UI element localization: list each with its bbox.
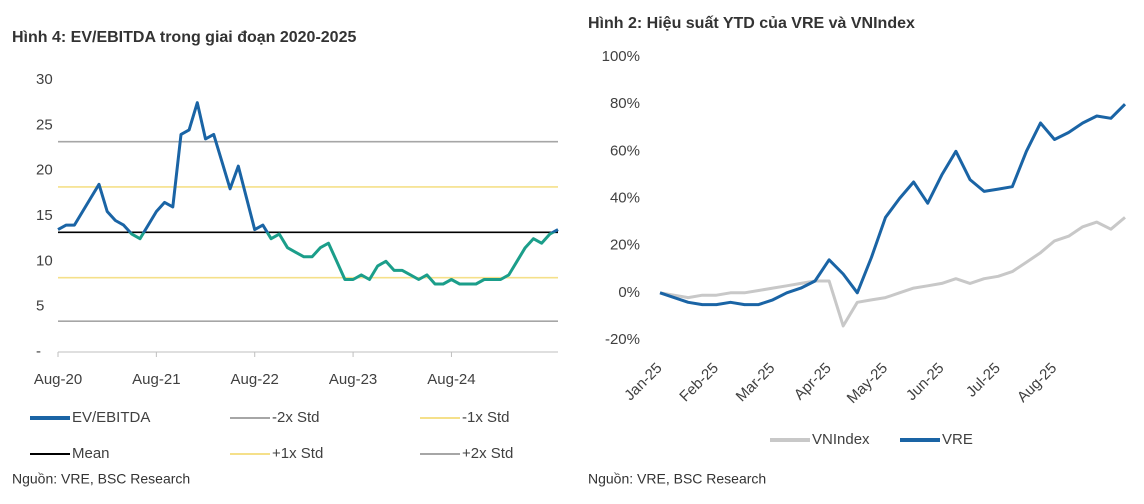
chart-title: Hình 2: Hiệu suất YTD của VRE và VNIndex	[588, 15, 915, 32]
x-tick-label: Aug-22	[231, 371, 279, 388]
legend-label: -1x Std	[462, 409, 510, 426]
y-tick-label: 25	[36, 116, 53, 133]
x-tick-label: Aug-24	[427, 371, 475, 388]
x-tick-label: Jun-25	[903, 360, 947, 404]
y-tick-label: 10	[36, 252, 53, 269]
legend-label: Mean	[72, 445, 110, 462]
y-tick-label: 0%	[618, 284, 640, 301]
x-tick-label: Jul-25	[963, 360, 1004, 401]
y-tick-label: 40%	[610, 189, 640, 206]
x-tick-label: Aug-20	[34, 371, 82, 388]
y-tick-label: 30	[36, 71, 53, 88]
legend-label: VNIndex	[812, 431, 870, 448]
legend-label: -2x Std	[272, 409, 320, 426]
y-tick-label: 15	[36, 207, 53, 224]
x-tick-label: Aug-23	[329, 371, 377, 388]
x-tick-label: Aug-25	[1014, 360, 1060, 406]
y-tick-label: -20%	[605, 331, 640, 348]
y-tick-label: 5	[36, 298, 44, 315]
y-tick-label: 20	[36, 162, 53, 179]
source: Nguồn: VRE, BSC Research	[12, 471, 190, 487]
legend-label: +2x Std	[462, 445, 513, 462]
legend-label: +1x Std	[272, 445, 323, 462]
y-tick-label: 80%	[610, 95, 640, 112]
y-tick-label: 60%	[610, 142, 640, 159]
legend-label: VRE	[942, 431, 973, 448]
y-tick-label: 100%	[602, 48, 640, 65]
y-tick-label: 20%	[610, 237, 640, 254]
series-line	[659, 216, 1126, 328]
x-tick-label: Aug-21	[132, 371, 180, 388]
chart-title: Hình 4: EV/EBITDA trong giai đoạn 2020-2…	[12, 29, 356, 46]
y-tick-label: -	[36, 343, 41, 360]
x-tick-label: May-25	[844, 360, 891, 407]
x-tick-label: Feb-25	[676, 360, 722, 406]
series-line	[659, 103, 1127, 307]
legend-label: EV/EBITDA	[72, 409, 150, 426]
x-tick-label: Apr-25	[791, 360, 835, 404]
source: Nguồn: VRE, BSC Research	[588, 471, 766, 487]
x-tick-label: Mar-25	[733, 360, 779, 406]
series-line	[57, 101, 559, 286]
x-tick-label: Jan-25	[621, 360, 665, 404]
